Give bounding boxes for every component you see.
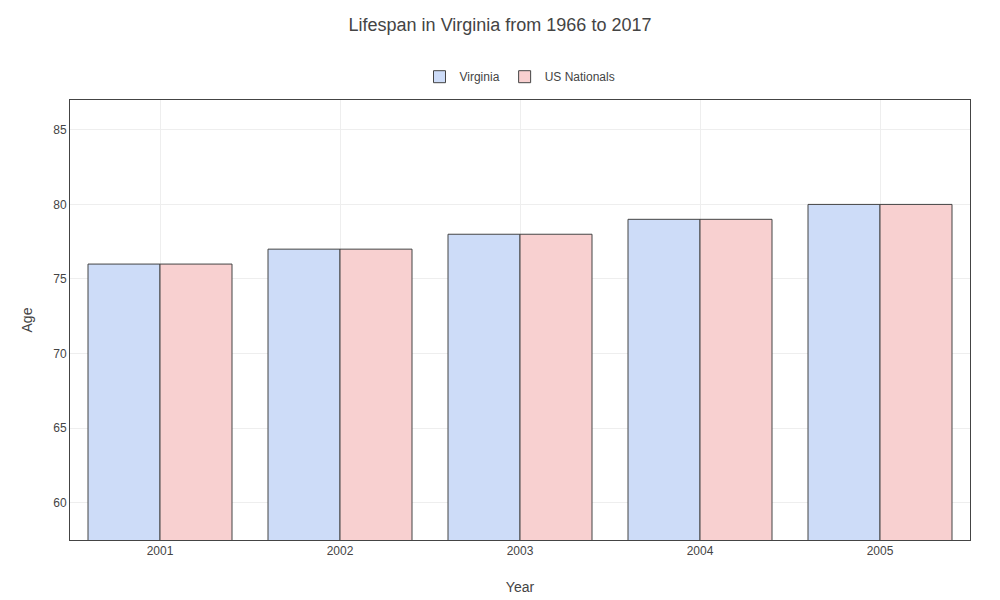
svg-text:80: 80 <box>53 198 67 212</box>
svg-text:85: 85 <box>53 123 67 137</box>
svg-text:2005: 2005 <box>867 544 894 558</box>
svg-text:Virginia: Virginia <box>460 70 500 84</box>
svg-text:US Nationals: US Nationals <box>545 70 615 84</box>
svg-text:Lifespan in Virginia from 1966: Lifespan in Virginia from 1966 to 2017 <box>349 15 652 35</box>
svg-text:75: 75 <box>53 272 67 286</box>
svg-text:Year: Year <box>506 579 535 595</box>
svg-text:2004: 2004 <box>687 544 714 558</box>
svg-text:2003: 2003 <box>507 544 534 558</box>
svg-text:2001: 2001 <box>147 544 174 558</box>
svg-text:2002: 2002 <box>327 544 354 558</box>
svg-text:65: 65 <box>53 421 67 435</box>
svg-text:Age: Age <box>19 307 35 332</box>
svg-text:60: 60 <box>53 496 67 510</box>
svg-text:70: 70 <box>53 347 67 361</box>
